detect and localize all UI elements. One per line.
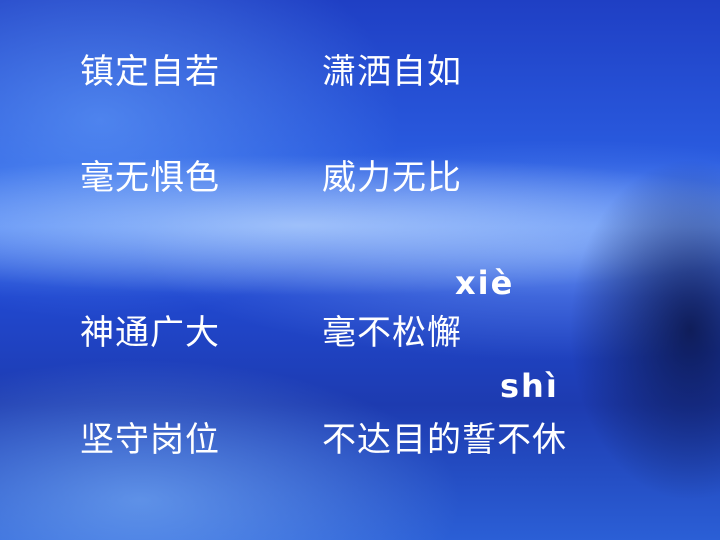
word-xiaosa-ziru: 潇洒自如 bbox=[322, 52, 462, 92]
word-weili-wubi: 威力无比 bbox=[322, 158, 462, 198]
pinyin-xie: xiè bbox=[455, 264, 515, 302]
word-buda-mudi-shi-buxiu: 不达目的誓不休 bbox=[322, 420, 567, 460]
pinyin-shi: shì bbox=[500, 367, 559, 405]
word-shentong-guangda: 神通广大 bbox=[80, 313, 220, 353]
word-zhending-zire: 镇定自若 bbox=[80, 52, 220, 92]
word-jianshou-gangwei: 坚守岗位 bbox=[80, 420, 220, 460]
word-hao-bu-song-xie: 毫不松懈 bbox=[322, 313, 462, 353]
word-hao-wu-ju-se: 毫无惧色 bbox=[80, 158, 220, 198]
